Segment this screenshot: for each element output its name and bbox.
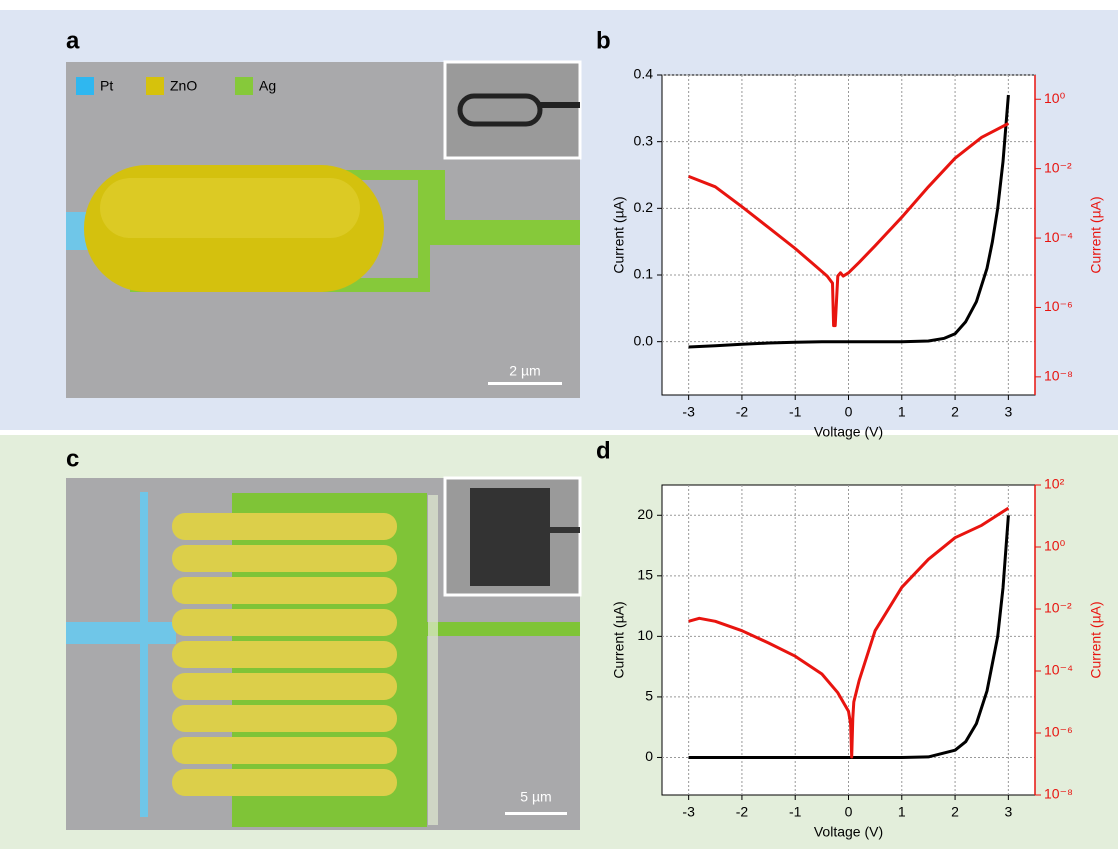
panel-letter: c [66,445,79,472]
y-tick-label: 5 [645,688,653,704]
x-tick-label: -3 [682,804,695,820]
x-tick-label: -1 [789,404,802,420]
data-line [688,122,1010,328]
legend-label: Ag [259,78,276,94]
x-tick-label: -2 [736,404,749,420]
legend-label: ZnO [170,78,197,94]
x-tick-label: 3 [1004,404,1012,420]
y-tick-label: 15 [637,567,653,583]
panel-letter: a [66,27,80,54]
y2-tick-label: 10⁰ [1044,538,1066,554]
x-tick-label: 0 [845,804,853,820]
y-axis-title: Current (µA) [611,601,627,678]
y2-tick-label: 10⁻⁶ [1044,724,1073,740]
y-tick-label: 0.3 [634,132,654,148]
y-tick-label: 0 [645,748,653,764]
data-line [688,515,1010,759]
y-tick-label: 0.2 [634,199,654,215]
x-tick-label: -1 [789,804,802,820]
y2-axis-title: Current (µA) [1088,601,1104,678]
scale-bar-label: 5 µm [520,789,551,805]
x-axis-title: Voltage (V) [814,424,883,440]
y-tick-label: 20 [637,506,653,522]
y2-tick-label: 10⁻⁸ [1044,368,1073,384]
y-tick-label: 0.0 [634,332,654,348]
scale-bar-label: 2 µm [509,363,540,379]
legend-swatch [76,77,94,95]
y-tick-label: 0.1 [634,266,654,282]
y2-axis-title: Current (µA) [1088,196,1104,273]
legend-label: Pt [100,78,113,94]
y2-tick-label: 10⁻⁴ [1044,229,1073,245]
x-tick-label: 1 [898,804,906,820]
y2-tick-label: 10⁻⁸ [1044,786,1073,802]
x-tick-label: 2 [951,804,959,820]
y2-tick-label: 10⁰ [1044,90,1066,106]
legend-swatch [146,77,164,95]
y2-tick-label: 10⁻⁴ [1044,662,1073,678]
data-line [688,506,1010,759]
y-tick-label: 0.4 [634,66,654,82]
data-line [688,94,1010,349]
x-axis-title: Voltage (V) [814,824,883,840]
y2-tick-label: 10² [1044,476,1065,492]
x-tick-label: 2 [951,404,959,420]
x-tick-label: 1 [898,404,906,420]
y2-tick-label: 10⁻² [1044,600,1072,616]
panel-letter: d [596,437,611,464]
sem-image-a [66,60,582,398]
y2-tick-label: 10⁻⁶ [1044,298,1073,314]
x-tick-label: 0 [845,404,853,420]
y-tick-label: 10 [637,627,653,643]
x-tick-label: -2 [736,804,749,820]
y-axis-title: Current (µA) [611,196,627,273]
legend-swatch [235,77,253,95]
x-tick-label: -3 [682,404,695,420]
y2-tick-label: 10⁻² [1044,159,1072,175]
plot-frame [661,484,1036,796]
panel-letter: b [596,27,611,54]
x-tick-label: 3 [1004,804,1012,820]
sem-image-c [66,476,582,830]
